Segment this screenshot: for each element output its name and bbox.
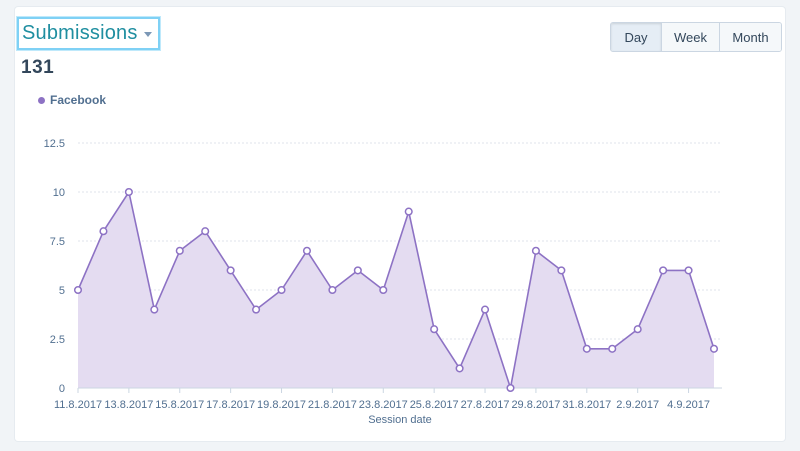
- x-tick-label: 13.8.2017: [104, 399, 153, 411]
- period-toggle-group: Day Week Month: [610, 22, 782, 52]
- metric-selector-label: Submissions: [22, 22, 138, 44]
- data-point-facebook: [557, 266, 566, 275]
- y-tick-label: 2.5: [50, 334, 65, 346]
- x-tick-label: 19.8.2017: [257, 399, 306, 411]
- x-tick-label: 4.9.2017: [667, 399, 710, 411]
- data-point-facebook: [582, 344, 591, 353]
- data-point-facebook: [455, 364, 464, 373]
- data-point-facebook: [175, 246, 184, 255]
- x-tick-label: 31.8.2017: [562, 399, 611, 411]
- y-tick-label: 5: [59, 285, 65, 297]
- data-point-facebook: [659, 266, 668, 275]
- y-tick-label: 10: [53, 187, 65, 199]
- chart-legend: Facebook: [38, 93, 106, 107]
- data-point-facebook: [150, 305, 159, 314]
- data-point-facebook: [531, 246, 540, 255]
- y-tick-label: 7.5: [50, 236, 65, 248]
- total-value: 131: [21, 57, 55, 78]
- data-point-facebook: [302, 246, 312, 255]
- x-tick-label: 21.8.2017: [308, 399, 357, 411]
- data-point-facebook: [480, 305, 490, 314]
- data-point-facebook: [684, 266, 693, 275]
- data-point-facebook: [709, 344, 719, 353]
- x-tick-label: 25.8.2017: [410, 399, 459, 411]
- series-area-facebook: [78, 192, 714, 388]
- x-tick-label: 17.8.2017: [206, 399, 255, 411]
- data-point-facebook: [99, 227, 108, 236]
- month-button[interactable]: Month: [719, 23, 781, 51]
- x-tick-label: 23.8.2017: [359, 399, 408, 411]
- x-axis-title: Session date: [368, 414, 432, 426]
- data-point-facebook: [277, 285, 286, 295]
- data-point-facebook: [404, 207, 413, 216]
- y-tick-label: 0: [59, 383, 65, 395]
- chevron-down-icon: [143, 32, 152, 37]
- week-button[interactable]: Week: [661, 23, 719, 51]
- data-point-facebook: [328, 285, 337, 295]
- legend-marker-facebook: [38, 96, 45, 104]
- data-point-facebook: [252, 305, 261, 314]
- x-tick-label: 29.8.2017: [511, 399, 560, 411]
- data-point-facebook: [633, 325, 642, 334]
- x-tick-label: 2.9.2017: [616, 399, 659, 411]
- day-button[interactable]: Day: [611, 23, 661, 51]
- data-point-facebook: [201, 227, 210, 236]
- series-line-facebook: [77, 191, 715, 389]
- x-tick-label: 15.8.2017: [155, 399, 204, 411]
- data-point-facebook: [506, 383, 515, 393]
- x-tick-label: 11.8.2017: [54, 399, 102, 411]
- data-point-facebook: [353, 266, 362, 275]
- x-tick-label: 27.8.2017: [461, 399, 510, 411]
- legend-label-facebook: Facebook: [50, 93, 107, 107]
- data-point-facebook: [608, 344, 617, 353]
- data-point-facebook: [124, 187, 133, 197]
- data-point-facebook: [226, 266, 235, 275]
- data-point-facebook: [379, 285, 388, 295]
- data-point-facebook: [430, 325, 439, 334]
- y-tick-label: 12.5: [44, 138, 65, 150]
- data-point-facebook: [73, 285, 83, 295]
- metric-selector-dropdown[interactable]: Submissions: [17, 17, 160, 50]
